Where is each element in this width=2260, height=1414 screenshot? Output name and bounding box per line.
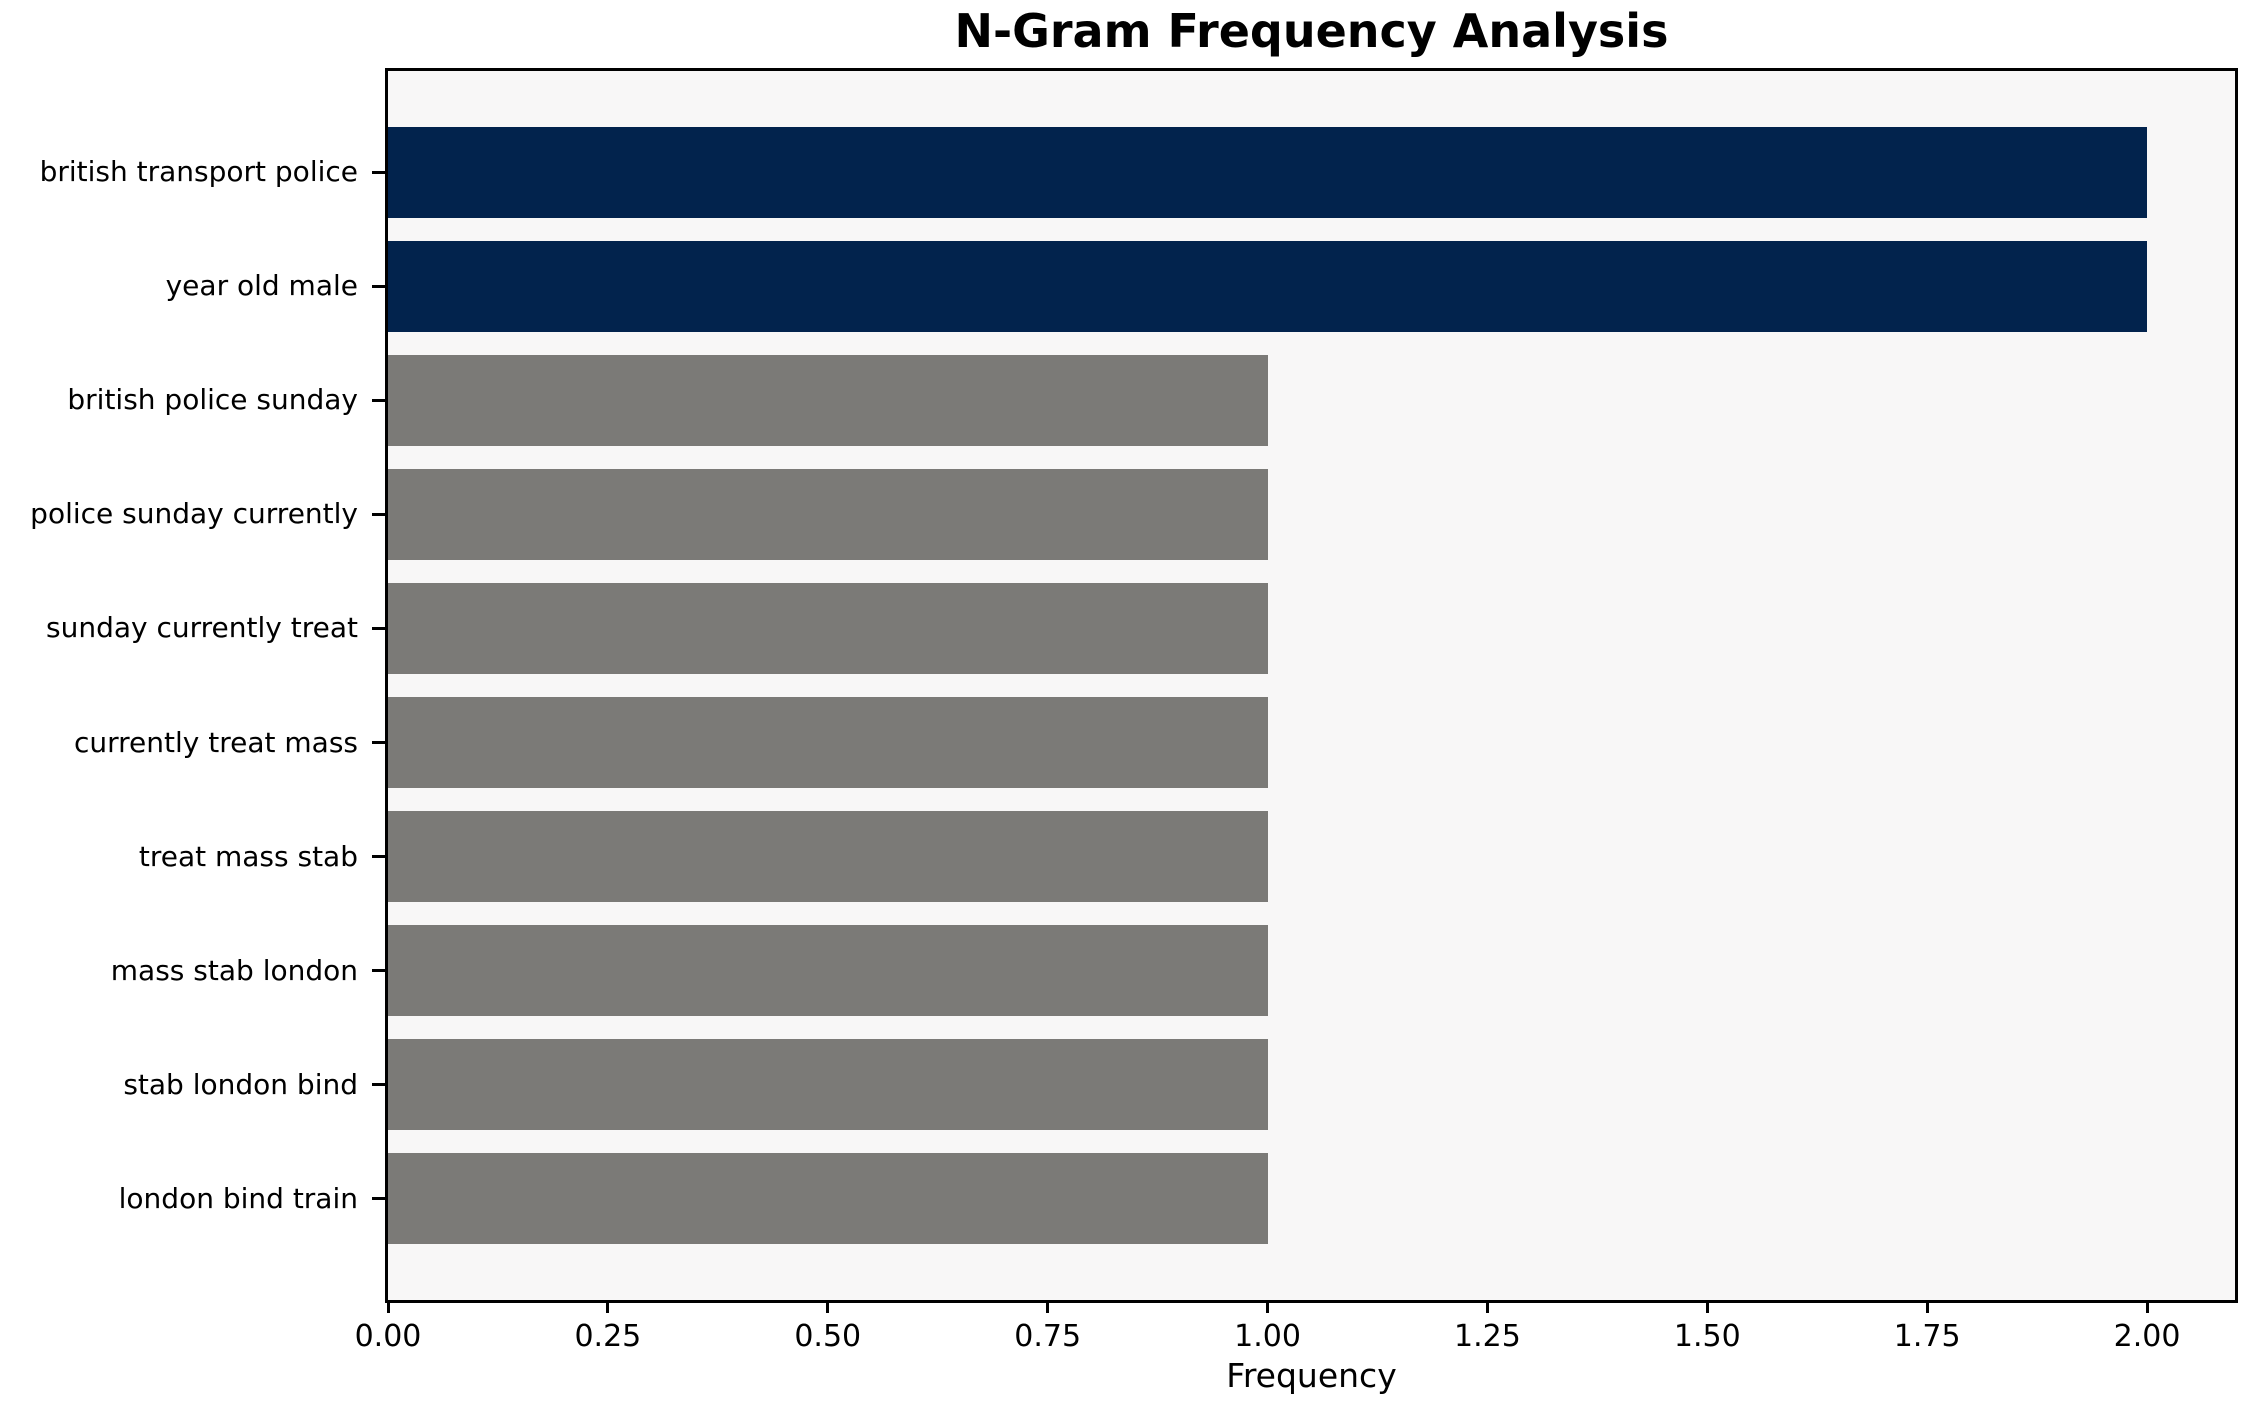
x-tick-mark: [1485, 1303, 1489, 1313]
x-tick-label: 1.00: [1234, 1319, 1301, 1354]
x-tick-mark: [1925, 1303, 1929, 1313]
x-tick-mark: [386, 1303, 390, 1313]
y-tick-mark: [372, 284, 385, 288]
bar-treat-mass-stab: [388, 810, 1268, 903]
x-tick-mark: [2145, 1303, 2149, 1313]
bar-british-transport-police: [388, 126, 2148, 219]
y-tick-label: sunday currently treat: [46, 611, 358, 645]
x-tick-label: 1.75: [1893, 1319, 1961, 1354]
y-tick-label: mass stab london: [110, 953, 358, 987]
bar-series: [388, 71, 2235, 1300]
y-tick-mark: [372, 512, 385, 516]
y-tick-label: stab london bind: [123, 1067, 358, 1101]
y-tick-mark: [372, 855, 385, 858]
y-tick-label: british transport police: [39, 155, 358, 189]
x-tick-mark: [826, 1303, 830, 1313]
x-tick-mark: [1266, 1303, 1270, 1313]
x-tick-label: 0.25: [574, 1319, 642, 1354]
bar-london-bind-train: [388, 1152, 1268, 1245]
y-tick-mark: [372, 170, 385, 174]
y-tick-label: british police sunday: [67, 383, 358, 417]
y-tick-mark: [372, 398, 385, 402]
bar-mass-stab-london: [388, 924, 1268, 1017]
x-axis-label: Frequency: [1226, 1356, 1397, 1395]
bar-year-old-male: [388, 240, 2148, 333]
plot-area: [385, 68, 2238, 1303]
bar-british-police-sunday: [388, 354, 1268, 447]
x-tick-mark: [606, 1303, 610, 1313]
x-tick-mark: [1705, 1303, 1709, 1313]
bar-sunday-currently-treat: [388, 582, 1268, 675]
bar-currently-treat-mass: [388, 696, 1268, 789]
y-tick-label: police sunday currently: [30, 497, 358, 531]
x-tick-label: 2.00: [2113, 1319, 2181, 1354]
bar-police-sunday-currently: [388, 468, 1268, 561]
y-tick-mark: [372, 626, 385, 630]
chart-title: N-Gram Frequency Analysis: [954, 4, 1669, 58]
y-tick-label: currently treat mass: [73, 725, 358, 759]
x-tick-label: 0.75: [1014, 1319, 1082, 1354]
y-tick-label: treat mass stab: [138, 839, 358, 873]
y-tick-mark: [372, 969, 385, 973]
y-tick-label: year old male: [165, 269, 358, 303]
y-tick-label: london bind train: [118, 1181, 358, 1215]
y-tick-mark: [372, 1083, 385, 1087]
y-tick-mark: [372, 1197, 385, 1201]
x-tick-label: 0.00: [354, 1319, 422, 1354]
bar-stab-london-bind: [388, 1038, 1268, 1131]
x-tick-label: 1.50: [1673, 1319, 1741, 1354]
y-tick-mark: [372, 741, 385, 744]
x-tick-label: 0.50: [794, 1319, 862, 1354]
x-tick-label: 1.25: [1453, 1319, 1521, 1354]
x-tick-mark: [1046, 1303, 1050, 1313]
